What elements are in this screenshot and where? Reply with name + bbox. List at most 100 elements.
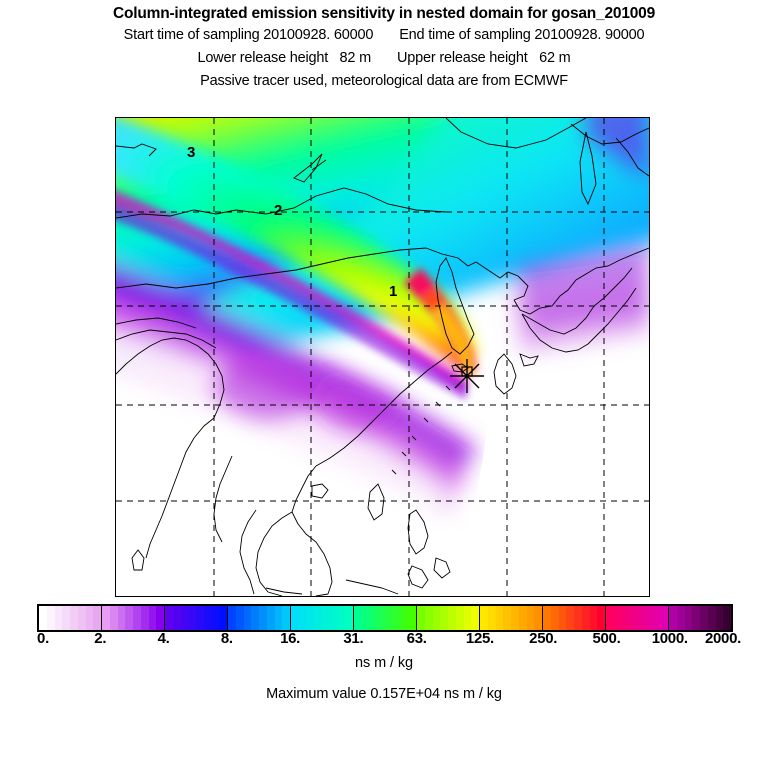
- colorbar-band: [424, 606, 433, 630]
- colorbar-segment-4: [291, 606, 354, 630]
- colorbar-band: [93, 606, 101, 630]
- colorbar-band: [400, 606, 409, 630]
- release-site-asterisk: [450, 359, 484, 393]
- colorbar-band: [314, 606, 322, 630]
- colorbar-band: [550, 606, 559, 630]
- colorbar-band: [487, 606, 496, 630]
- colorbar-band: [621, 606, 630, 630]
- colorbar-band: [109, 606, 118, 630]
- colorbar-band: [77, 606, 86, 630]
- colorbar-band: [606, 606, 614, 630]
- colorbar-tick-8: 250.: [529, 630, 558, 647]
- colorbar-band: [432, 606, 441, 630]
- sampling-time-line: Start time of sampling 20100928. 60000 En…: [0, 24, 768, 47]
- colorbar-band: [133, 606, 141, 630]
- colorbar-band: [581, 606, 590, 630]
- colorbar-band: [715, 606, 724, 630]
- colorbar-tick-10: 1000.: [651, 630, 688, 647]
- graticule: [116, 118, 649, 596]
- colorbar-band: [62, 606, 70, 630]
- colorbar-band: [534, 606, 542, 630]
- colorbar-band: [629, 606, 637, 630]
- colorbar-band: [70, 606, 78, 630]
- colorbar-band: [243, 606, 252, 630]
- colorbar-band: [417, 606, 425, 630]
- colorbar-band: [644, 606, 653, 630]
- colorbar-band: [235, 606, 244, 630]
- colorbar-band: [480, 606, 488, 630]
- colorbar-band: [102, 606, 110, 630]
- colorbar-band: [692, 606, 700, 630]
- colorbar-tick-4: 16.: [280, 630, 301, 647]
- colorbar-band: [558, 606, 567, 630]
- colorbar-band: [518, 606, 527, 630]
- colorbar-band: [274, 606, 283, 630]
- colorbar-band: [543, 606, 551, 630]
- map-plot: [116, 118, 649, 596]
- colorbar-band: [345, 606, 353, 630]
- tracer-note: Passive tracer used, meteorological data…: [200, 73, 568, 89]
- colorbar-band: [46, 606, 55, 630]
- colorbar-band: [707, 606, 716, 630]
- colorbar-band: [613, 606, 622, 630]
- colorbar-band: [440, 606, 448, 630]
- colorbar-band: [511, 606, 519, 630]
- upper-release-label: Upper release height 62 m: [397, 50, 571, 66]
- colorbar-tick-9: 500.: [592, 630, 621, 647]
- colorbar-band: [228, 606, 236, 630]
- colorbar-band: [219, 606, 227, 630]
- colorbar-tick-0: 0.: [37, 630, 49, 647]
- start-time-label: Start time of sampling 20100928. 60000: [123, 27, 374, 43]
- colorbar-band: [203, 606, 212, 630]
- colorbar-segment-7: [480, 606, 543, 630]
- colorbar-tick-6: 63.: [406, 630, 427, 647]
- lower-release-label: Lower release height 82 m: [197, 50, 371, 66]
- colorbar-tick-2: 4.: [157, 630, 170, 647]
- sensitivity-field: [116, 118, 649, 596]
- colorbar-band: [354, 606, 362, 630]
- colorbar-unit-label: ns m / kg: [355, 655, 413, 671]
- colorbar-band: [676, 606, 685, 630]
- colorbar-tick-3: 8.: [220, 630, 233, 647]
- colorbar-band: [259, 606, 267, 630]
- colorbar-segment-0: [39, 606, 102, 630]
- colorbar-segment-8: [543, 606, 606, 630]
- colorbar-band: [503, 606, 511, 630]
- colorbar-band: [180, 606, 189, 630]
- colorbar-band: [148, 606, 157, 630]
- colorbar-band: [306, 606, 315, 630]
- page-title: Column-integrated emission sensitivity i…: [112, 5, 656, 22]
- colorbar-band: [196, 606, 204, 630]
- end-time-label: End time of sampling 20100928. 90000: [399, 27, 645, 43]
- colorbar-band: [291, 606, 299, 630]
- colorbar-band: [172, 606, 181, 630]
- colorbar-band: [652, 606, 661, 630]
- colorbar-band: [125, 606, 133, 630]
- colorbar-band: [684, 606, 693, 630]
- colorbar-band: [385, 606, 393, 630]
- plume-age-label-1: 1: [389, 283, 398, 300]
- colorbar-segment-9: [606, 606, 669, 630]
- colorbar-band: [165, 606, 173, 630]
- plume-age-label-2: 2: [274, 202, 283, 219]
- plume-age-label-3: 3: [187, 144, 196, 161]
- colorbar-band: [39, 606, 47, 630]
- colorbar-band: [589, 606, 598, 630]
- colorbar-tick-7: 125.: [465, 630, 494, 647]
- colorbar-band: [251, 606, 259, 630]
- colorbar-segment-6: [417, 606, 480, 630]
- colorbar-segment-1: [102, 606, 165, 630]
- colorbar-band: [408, 606, 416, 630]
- colorbar-band: [282, 606, 290, 630]
- colorbar-band: [660, 606, 668, 630]
- colorbar-band: [392, 606, 401, 630]
- colorbar-band: [117, 606, 126, 630]
- colorbar-band: [322, 606, 330, 630]
- colorbar-band: [337, 606, 346, 630]
- map-panel: 3 2 1: [115, 117, 650, 597]
- colorbar-band: [361, 606, 370, 630]
- colorbar-band: [455, 606, 464, 630]
- colorbar-segment-3: [228, 606, 291, 630]
- colorbar-band: [526, 606, 535, 630]
- colorbar-tick-5: 31.: [343, 630, 364, 647]
